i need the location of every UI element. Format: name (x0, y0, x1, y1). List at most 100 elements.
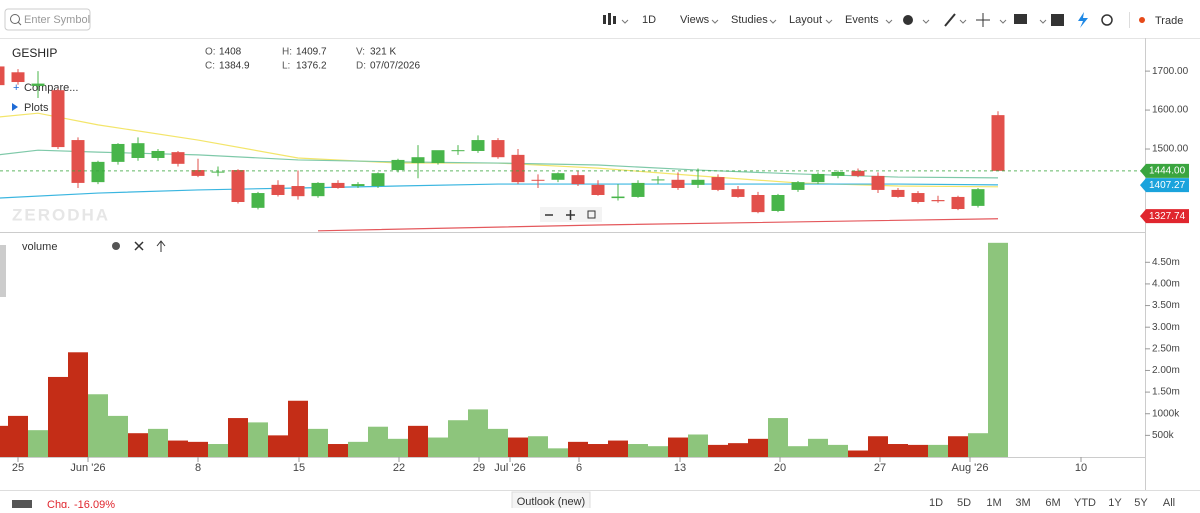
candle-body (851, 170, 865, 176)
volume-bar (168, 440, 188, 457)
volume-bar (568, 441, 588, 457)
ohlc-label: D: (356, 61, 366, 72)
dropdown-caret (885, 19, 893, 24)
candle-body (151, 150, 165, 158)
candle-body (111, 143, 125, 162)
ohlc-label: V: (356, 47, 365, 58)
keyboard-icon[interactable] (12, 500, 32, 508)
volume-bar (408, 425, 428, 457)
toolbar-icons (903, 12, 1145, 28)
dropdown-caret (959, 19, 967, 24)
x-tick-label: 29 (473, 462, 485, 474)
volume-bar (48, 376, 68, 457)
candle-body (931, 200, 945, 202)
candle-body (731, 189, 745, 197)
x-tick-label: 13 (674, 462, 686, 474)
candle-body (951, 196, 965, 210)
chart-type-icon[interactable] (603, 13, 616, 25)
toolbar-item[interactable]: Layout (789, 14, 822, 26)
candle-body (611, 196, 625, 199)
volume-bar (108, 415, 128, 457)
volume-bar (648, 446, 668, 457)
x-tick-label: Jun '26 (70, 462, 105, 474)
x-tick-label: 25 (12, 462, 24, 474)
candle-body (971, 189, 985, 206)
volume-bar (448, 420, 468, 457)
range-button[interactable]: 6M (1045, 497, 1060, 509)
candle-body (311, 182, 325, 197)
price-marker (1140, 178, 1189, 193)
range-button[interactable]: 5D (957, 497, 971, 509)
candle-body (991, 115, 1005, 171)
volume-bar (468, 409, 488, 457)
range-button[interactable]: 3M (1015, 497, 1030, 509)
ohlc-label: L: (282, 61, 290, 72)
volume-bar (788, 446, 808, 457)
candle-body (671, 179, 685, 188)
search-box[interactable] (4, 8, 91, 31)
toolbar-item[interactable]: Views (680, 14, 710, 26)
fit[interactable] (587, 210, 596, 219)
candle-body (891, 189, 905, 197)
x-tick-label: 22 (393, 462, 405, 474)
dropdown-caret (922, 19, 930, 24)
candle-body (391, 159, 405, 171)
volume-bar (288, 400, 308, 457)
candle-body (911, 193, 925, 203)
settings[interactable] (112, 242, 120, 250)
toolbar-item[interactable]: Events (845, 14, 879, 26)
y-tick-label: 1600.00 (1152, 105, 1189, 116)
range-button[interactable]: YTD (1074, 497, 1096, 509)
x-tick-label: Aug '26 (952, 462, 989, 474)
plots-button[interactable]: Plots (24, 102, 49, 114)
candle-body (491, 140, 505, 158)
price-marker-label: 1407.27 (1149, 180, 1186, 191)
volume-bar (328, 444, 348, 457)
toolbar-item[interactable]: 1D (642, 14, 656, 26)
candle-body (591, 184, 605, 195)
price-marker (1140, 209, 1189, 224)
candle-body (871, 175, 885, 190)
price-marker (1140, 163, 1189, 178)
candle-body (251, 193, 265, 208)
volume-bar (748, 438, 768, 457)
volume-bar (188, 441, 208, 457)
search-icon (10, 14, 20, 24)
candle-body (351, 184, 365, 187)
trade-button[interactable]: Trade (1155, 15, 1183, 27)
y-tick-label: 1.50m (1152, 387, 1180, 398)
toolbar-item[interactable]: Studies (731, 14, 768, 26)
volume-bar (128, 433, 148, 457)
volume-bar (428, 437, 448, 457)
move-up[interactable] (156, 240, 166, 252)
chg-value: -16.09% (74, 499, 115, 508)
volume-bar (708, 444, 728, 457)
candle-body (751, 194, 765, 213)
y-tick-label: 4.00m (1152, 279, 1180, 290)
volume-bar (528, 436, 548, 457)
dropdown-caret (999, 19, 1007, 24)
volume-bar (28, 430, 48, 457)
volume-bar (608, 440, 628, 457)
range-button[interactable]: 1D (929, 497, 943, 509)
candle-body (331, 182, 345, 188)
range-button[interactable]: 1M (986, 497, 1001, 509)
x-tick-label: 20 (774, 462, 786, 474)
volume-bar (488, 428, 508, 457)
volume-bar (268, 435, 288, 457)
y-tick-label: 1500.00 (1152, 144, 1189, 155)
range-button[interactable]: 5Y (1134, 497, 1148, 509)
x-tick-label: 15 (293, 462, 305, 474)
candle-body (451, 150, 465, 152)
volume-bar (68, 352, 88, 457)
plots-icon (12, 103, 18, 111)
candle-body (531, 179, 545, 181)
range-button[interactable]: 1Y (1108, 497, 1122, 509)
range-button[interactable]: All (1163, 497, 1175, 509)
y-tick-label: 500k (1152, 430, 1175, 441)
x-tick-label: 27 (874, 462, 886, 474)
ohlc-label: C: (205, 61, 215, 72)
volume-bar (968, 433, 988, 457)
close[interactable] (134, 241, 144, 251)
volume-title: volume (22, 241, 57, 253)
